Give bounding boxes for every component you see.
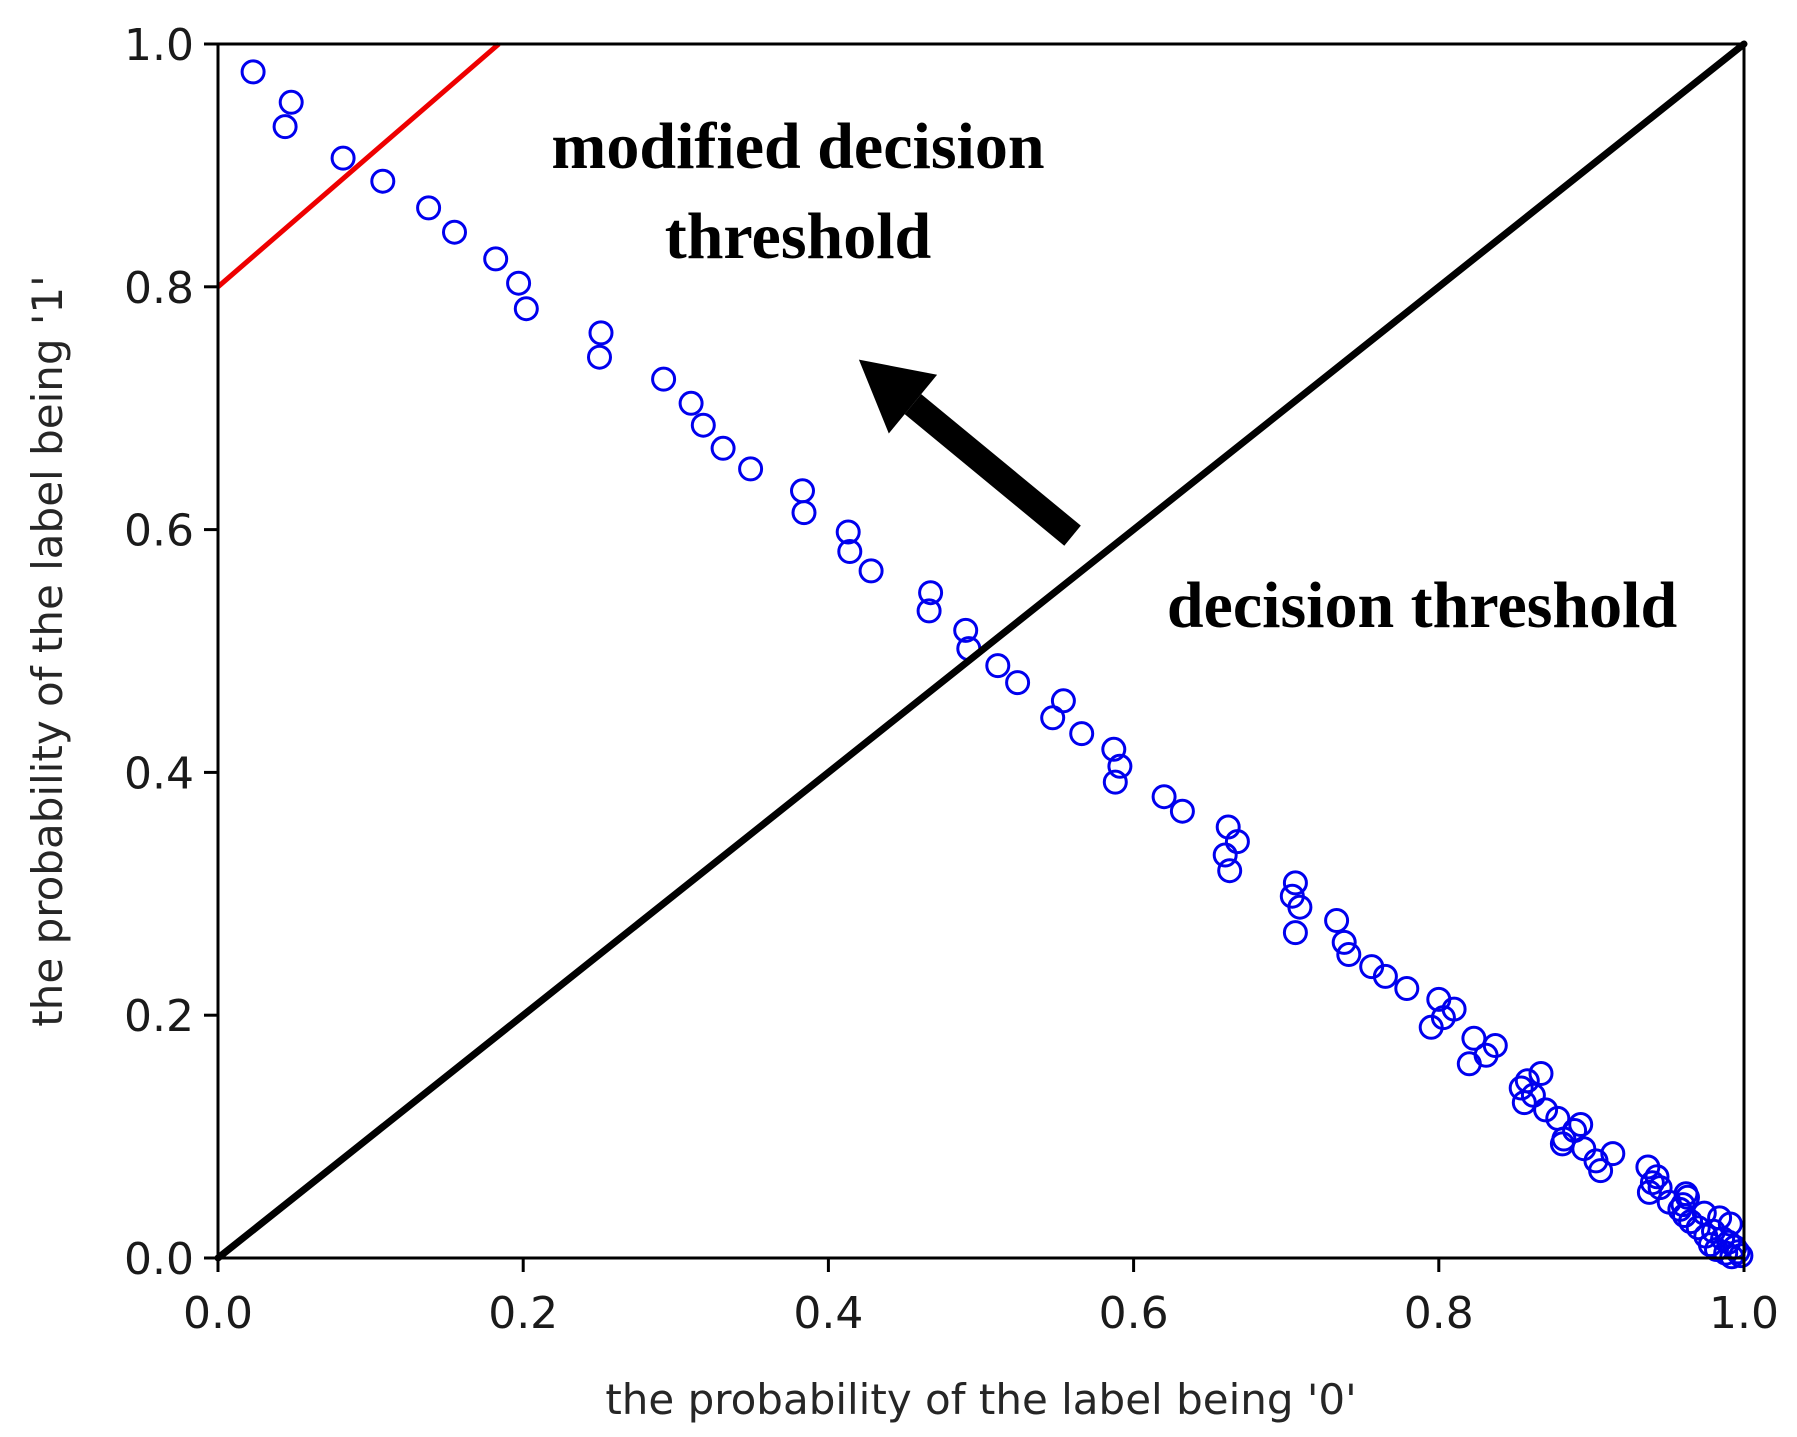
data-point <box>272 114 298 140</box>
data-point <box>1217 858 1243 884</box>
data-point <box>1101 736 1127 762</box>
data-point <box>1728 1243 1754 1269</box>
x-tick-label: 0.2 <box>488 1288 558 1339</box>
data-point <box>1461 1025 1487 1051</box>
data-point <box>1685 1215 1711 1241</box>
data-point <box>985 653 1011 679</box>
data-point <box>416 195 442 221</box>
y-tick-label: 1.0 <box>124 20 194 71</box>
data-point <box>1151 784 1177 810</box>
data-point <box>330 145 356 171</box>
data-point <box>1336 942 1362 967</box>
data-point <box>1588 1158 1614 1184</box>
data-point <box>1568 1112 1594 1137</box>
y-tick-label: 0.0 <box>124 1234 194 1285</box>
data-point <box>1511 1090 1537 1116</box>
data-point <box>587 344 612 370</box>
data-point <box>513 296 539 322</box>
data-point <box>1372 963 1398 989</box>
data-point <box>1678 1209 1704 1235</box>
data-point <box>1282 870 1308 896</box>
plot-frame <box>216 42 1746 1260</box>
data-point <box>738 456 764 482</box>
data-point <box>1040 705 1066 731</box>
data-point <box>690 412 716 438</box>
data-point <box>506 270 532 296</box>
x-axis-ticks: 0.0 0.2 0.4 0.6 0.8 1.0 <box>183 1258 1779 1339</box>
data-point <box>858 558 884 584</box>
threshold-lines <box>214 40 1748 1262</box>
data-point <box>483 246 509 272</box>
x-tick-label: 0.0 <box>183 1288 253 1339</box>
data-point <box>918 580 944 606</box>
annotation-modified-line1: modified decision <box>551 110 1044 183</box>
data-point <box>916 598 942 624</box>
data-point <box>1169 798 1195 824</box>
data-point <box>588 320 614 346</box>
data-point <box>1717 1211 1743 1237</box>
y-tick-label: 0.4 <box>124 748 194 799</box>
data-point <box>678 390 704 416</box>
data-point <box>370 168 396 194</box>
data-point <box>1394 976 1420 1001</box>
data-point <box>442 219 467 245</box>
arrow-head <box>858 359 938 434</box>
data-point <box>710 435 736 461</box>
modified-threshold-line <box>216 42 501 289</box>
data-point <box>1456 1051 1482 1077</box>
arrow-layer <box>858 359 1081 546</box>
decision-threshold-line <box>214 40 1748 1262</box>
data-point <box>835 519 861 545</box>
y-tick-label: 0.2 <box>124 991 194 1042</box>
y-tick-label: 0.6 <box>124 506 194 557</box>
data-point <box>1636 1179 1662 1205</box>
y-axis-ticks: 0.0 0.2 0.4 0.6 0.8 1.0 <box>124 20 218 1285</box>
data-point <box>953 617 979 643</box>
data-point <box>1005 670 1031 696</box>
data-point <box>1725 1239 1751 1265</box>
data-point <box>1102 769 1128 795</box>
data-point <box>1600 1141 1626 1167</box>
y-tick-label: 0.8 <box>124 263 194 314</box>
x-tick-label: 1.0 <box>1709 1288 1779 1339</box>
annotation-decision-threshold: decision threshold <box>1167 569 1677 642</box>
annotation-modified-line2: threshold <box>665 200 932 273</box>
x-tick-label: 0.4 <box>793 1288 863 1339</box>
y-axis-label: the probability of the label being '1' <box>23 275 72 1026</box>
data-point <box>1644 1164 1670 1190</box>
data-point <box>791 500 817 526</box>
data-point <box>1331 929 1357 955</box>
data-point <box>240 59 266 85</box>
data-point <box>1212 842 1238 868</box>
data-point <box>1282 920 1308 946</box>
data-point <box>837 539 863 564</box>
data-point <box>1697 1232 1723 1258</box>
data-point <box>651 366 677 392</box>
data-point <box>278 89 304 115</box>
x-axis-label: the probability of the label being '0' <box>605 1375 1356 1424</box>
scatter-points <box>240 59 1754 1270</box>
x-tick-label: 0.6 <box>1099 1288 1169 1339</box>
data-point <box>1528 1061 1554 1086</box>
arrow-shaft <box>904 394 1081 546</box>
data-point <box>1508 1075 1534 1101</box>
data-point <box>1107 753 1133 779</box>
data-point <box>1418 1014 1444 1040</box>
data-point <box>1324 908 1350 933</box>
data-point <box>1069 721 1095 747</box>
data-point <box>1287 894 1313 920</box>
x-tick-label: 0.8 <box>1404 1288 1474 1339</box>
